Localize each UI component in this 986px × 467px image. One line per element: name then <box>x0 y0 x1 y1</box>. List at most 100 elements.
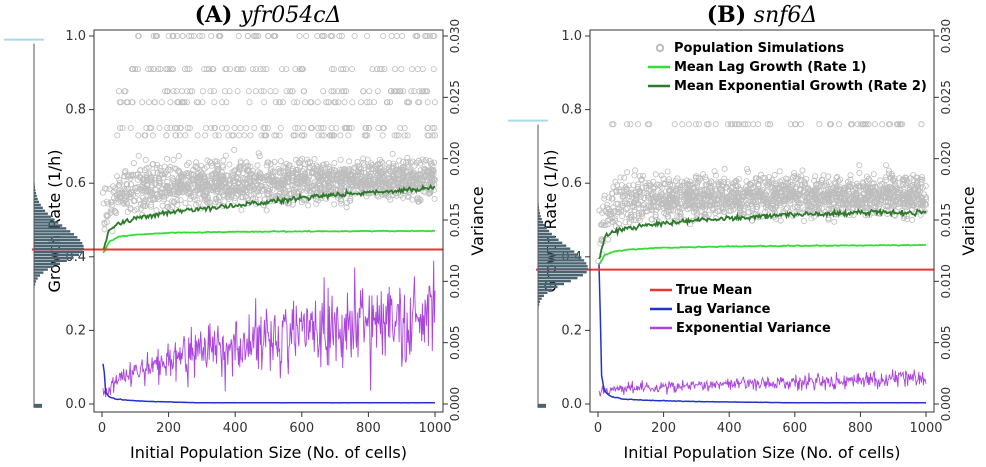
data-point <box>385 166 392 173</box>
data-point <box>693 209 700 216</box>
data-point <box>316 173 323 180</box>
data-point <box>306 159 313 166</box>
data-point <box>733 187 740 194</box>
data-point <box>825 179 832 186</box>
data-point <box>324 174 331 181</box>
chart-title: (B) snf6Δ <box>707 2 818 28</box>
data-point <box>797 176 804 183</box>
data-point <box>291 181 298 188</box>
data-point <box>131 207 138 214</box>
histogram-bar <box>34 236 78 239</box>
histogram-bar <box>34 283 36 286</box>
data-point <box>808 215 815 222</box>
data-point <box>701 186 708 193</box>
data-point <box>404 132 411 139</box>
data-point <box>212 171 219 178</box>
data-point <box>315 125 322 132</box>
data-point <box>431 33 438 40</box>
data-point <box>361 162 368 169</box>
data-point <box>166 66 173 73</box>
data-point <box>328 66 335 73</box>
plot-frame <box>589 29 935 413</box>
histogram-bar <box>34 242 83 245</box>
histogram-bar <box>34 215 52 218</box>
data-point <box>300 125 307 132</box>
histogram-bar <box>34 218 55 221</box>
data-point <box>271 181 278 188</box>
data-point <box>360 159 367 166</box>
data-point <box>601 192 608 199</box>
data-point <box>122 188 129 195</box>
data-point <box>292 66 299 73</box>
data-point <box>260 88 267 95</box>
data-point <box>130 160 137 167</box>
data-point <box>818 205 825 212</box>
x-tick-label: 0 <box>98 421 106 436</box>
data-point <box>379 132 386 139</box>
data-point <box>193 99 200 106</box>
y2-tick-label: 0.010 <box>939 264 953 298</box>
data-point <box>354 158 361 165</box>
data-point <box>115 88 122 95</box>
data-point <box>632 217 639 224</box>
data-point <box>315 197 322 204</box>
data-point <box>414 66 421 73</box>
histogram-bar <box>538 235 556 239</box>
data-point <box>263 207 270 214</box>
chart-title-strain: snf6 <box>754 3 802 28</box>
data-point <box>129 99 136 106</box>
data-point <box>799 167 806 174</box>
data-point <box>860 180 867 187</box>
data-point <box>636 187 643 194</box>
data-point <box>659 201 666 208</box>
data-point <box>328 125 335 132</box>
data-point <box>413 33 420 40</box>
data-point <box>745 192 752 199</box>
data-point <box>127 194 134 201</box>
series-line-exponential-variance <box>598 369 927 397</box>
data-point <box>220 192 227 199</box>
data-point <box>724 178 731 185</box>
x-tick-label: 600 <box>289 421 314 436</box>
data-point <box>112 185 119 192</box>
data-point <box>244 33 251 40</box>
data-point <box>236 166 243 173</box>
histogram-bar <box>538 282 564 286</box>
data-point <box>736 121 743 128</box>
data-point <box>419 66 426 73</box>
data-point <box>305 179 312 186</box>
data-point <box>802 184 809 191</box>
legend-label: True Mean <box>676 283 752 298</box>
data-point <box>801 217 808 224</box>
data-point <box>836 121 843 128</box>
data-point <box>170 66 177 73</box>
data-point <box>658 197 665 204</box>
data-point <box>109 198 116 205</box>
population-points <box>99 33 438 235</box>
data-point <box>190 178 197 185</box>
data-point <box>394 88 401 95</box>
data-point <box>776 168 783 175</box>
data-point <box>164 200 171 207</box>
data-point <box>272 99 279 106</box>
histogram-bar <box>538 291 548 294</box>
data-point <box>117 125 124 132</box>
data-point <box>709 200 716 207</box>
data-point <box>876 186 883 193</box>
data-point <box>400 88 407 95</box>
data-point <box>258 183 265 190</box>
data-point <box>363 33 370 40</box>
data-point <box>343 204 350 211</box>
data-point <box>759 187 766 194</box>
data-point <box>202 125 209 132</box>
data-point <box>697 198 704 205</box>
data-point <box>298 132 305 139</box>
data-point <box>217 33 224 40</box>
data-point <box>383 172 390 179</box>
data-point <box>267 177 274 184</box>
data-point <box>231 168 238 175</box>
data-point <box>285 178 292 185</box>
data-point <box>825 173 832 180</box>
histogram-bar <box>34 268 48 271</box>
y-tick-label: 1.0 <box>561 29 582 44</box>
